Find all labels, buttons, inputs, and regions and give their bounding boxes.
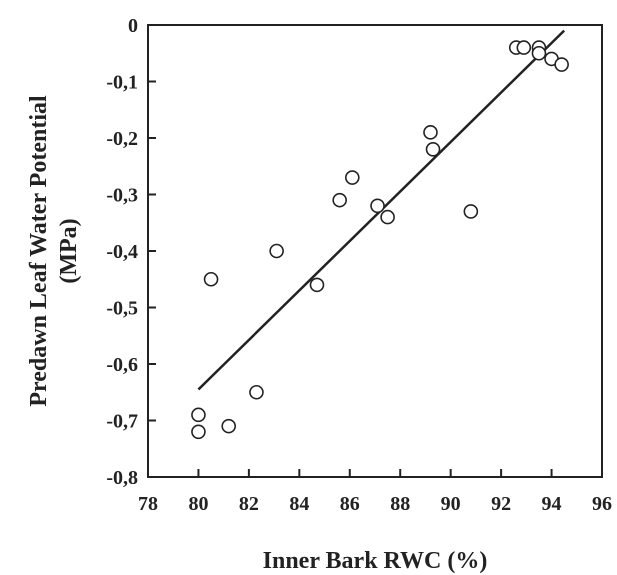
y-axis-label-line2: (MPa) <box>56 218 82 283</box>
x-tick-label: 94 <box>542 493 562 515</box>
x-tick-label: 92 <box>491 493 511 515</box>
data-point <box>463 204 479 219</box>
data-points <box>191 40 569 440</box>
data-point <box>221 418 237 434</box>
data-point <box>370 198 385 214</box>
data-point <box>191 407 206 423</box>
y-tick-label: -0,8 <box>106 467 138 489</box>
x-tick-label: 78 <box>138 493 158 515</box>
data-point <box>554 57 569 72</box>
y-tick-label: -0,2 <box>106 128 138 150</box>
y-axis-label-line1: Predawn Leaf Water Potential <box>26 95 52 407</box>
data-point <box>531 45 547 61</box>
x-tick-label: 96 <box>592 493 612 515</box>
data-point <box>332 192 347 208</box>
y-tick-label: -0,1 <box>106 72 138 94</box>
y-axis: 0 -0,1 -0,2 -0,3 -0,4 -0,5 -0,6 -0,7 -0,8 <box>106 15 156 489</box>
x-tick-label: 90 <box>441 493 461 515</box>
data-point <box>249 384 264 400</box>
x-tick-label: 84 <box>289 493 309 515</box>
x-tick-label: 82 <box>239 493 259 515</box>
y-tick-label: -0,3 <box>106 185 138 207</box>
y-tick-label: -0,7 <box>106 411 138 433</box>
data-point <box>516 40 532 55</box>
data-point <box>423 125 438 140</box>
x-tick-label: 80 <box>188 493 208 515</box>
x-axis-label: Inner Bark RWC (%) <box>263 548 488 574</box>
data-point <box>425 142 441 157</box>
y-tick-label: 0 <box>128 15 138 37</box>
y-tick-label: -0,4 <box>106 241 138 263</box>
y-tick-label: -0,6 <box>106 354 138 376</box>
x-tick-label: 86 <box>340 493 360 515</box>
data-point <box>269 243 284 259</box>
x-axis: 78 80 82 84 86 88 90 92 94 96 <box>138 469 612 515</box>
y-tick-label: -0,5 <box>106 298 138 320</box>
data-point <box>344 170 360 185</box>
plot-area-frame <box>147 24 603 478</box>
data-point <box>203 271 219 287</box>
data-point <box>309 277 325 293</box>
x-tick-label: 88 <box>390 493 410 515</box>
data-point <box>191 424 206 440</box>
data-point <box>380 209 395 225</box>
